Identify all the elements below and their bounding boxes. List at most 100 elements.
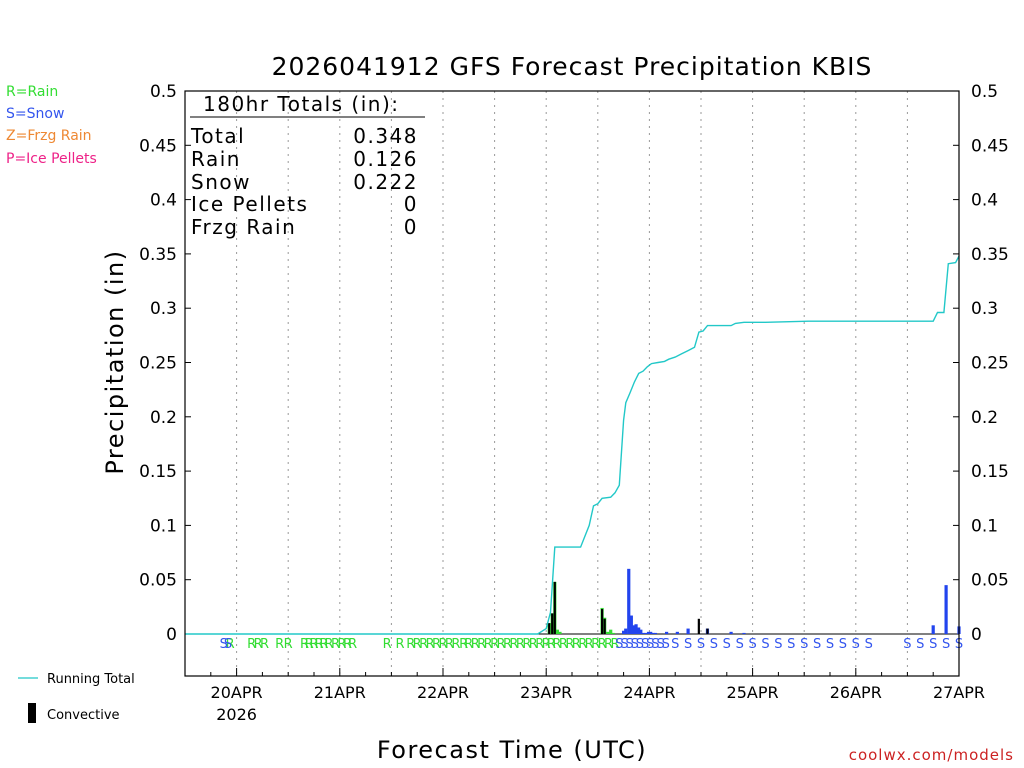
ptype-marker-r: R: [445, 637, 454, 652]
ptype-marker-s: S: [697, 637, 705, 652]
ptype-marker-s: S: [710, 637, 718, 652]
ptype-marker-r: R: [522, 637, 531, 652]
x-tick-label: 26APR: [830, 683, 882, 702]
y-tick-label-left: 0.1: [150, 516, 177, 536]
y-tick-label-right: 0.4: [971, 191, 998, 211]
snow-bar: [634, 624, 638, 634]
ptype-marker-s: S: [671, 637, 679, 652]
y-tick-label-left: 0.45: [139, 136, 177, 156]
snow-bar: [665, 631, 669, 634]
convective-bar: [697, 618, 700, 634]
ptype-marker-r: R: [319, 637, 328, 652]
snow-bar: [639, 629, 643, 634]
ptype-marker-r: R: [395, 637, 404, 652]
y-tick-label-right: 0.5: [971, 82, 998, 102]
convective-bar: [548, 623, 551, 634]
x-tick-label: 24APR: [623, 683, 675, 702]
ptype-marker-s: S: [646, 637, 654, 652]
y-tick-label-left: 0.35: [139, 245, 177, 265]
ptype-marker-s: S: [761, 637, 769, 652]
y-tick-label-right: 0.3: [971, 299, 998, 319]
snow-bar: [729, 631, 733, 634]
totals-label-frzg-rain: Frzg Rain: [191, 215, 296, 239]
y-tick-label-left: 0: [166, 625, 177, 645]
convective-legend-swatch: [28, 703, 36, 723]
axis-ticks: 0 00.05 0.050.1 0.10.15 0.150.2 0.20.25 0.250.…: [139, 82, 1009, 724]
ptype-marker-r: R: [572, 637, 581, 652]
convective-bar: [551, 613, 554, 634]
ptype-marker-r: R: [315, 637, 324, 652]
x-tick-label: 20APR: [211, 683, 263, 702]
convective-bar: [706, 628, 709, 634]
ptype-marker-r: R: [578, 637, 587, 652]
y-axis-title: Precipitation (in): [101, 249, 129, 474]
ptype-marker-s: S: [903, 637, 911, 652]
ptype-marker-r: R: [559, 637, 568, 652]
ptype-marker-s: S: [852, 637, 860, 652]
ptype-marker-r: R: [509, 637, 518, 652]
snow-bar: [646, 631, 651, 634]
ptype-marker-r: R: [337, 637, 346, 652]
x-tick-label: 27APR: [933, 683, 985, 702]
convective-legend-label: Convective: [47, 708, 120, 723]
x-tick-label: 21APR: [314, 683, 366, 702]
legend-ice-pellets: P=Ice Pellets: [6, 151, 97, 167]
ptype-marker-r: R: [426, 637, 435, 652]
ptype-marker-s: S: [723, 637, 731, 652]
ptype-marker-s: S: [641, 637, 649, 652]
ptype-marker-r: R: [406, 637, 415, 652]
ptype-marker-s: S: [615, 637, 623, 652]
ptype-marker-s: S: [651, 637, 659, 652]
ptype-marker-r: R: [284, 637, 293, 652]
ptype-marker-s: S: [220, 637, 228, 652]
ptype-marker-r: R: [343, 637, 352, 652]
ptype-marker-r: R: [598, 637, 607, 652]
snow-bar: [622, 630, 626, 634]
ptype-marker-r: R: [490, 637, 499, 652]
ptype-marker-r: R: [254, 637, 263, 652]
ptype-marker-s: S: [942, 637, 950, 652]
rain-bar: [555, 629, 559, 634]
ptype-marker-s: S: [865, 637, 873, 652]
rain-bar: [611, 632, 615, 634]
running-total-layer: [185, 255, 960, 635]
ptype-marker-r: R: [529, 637, 538, 652]
y-tick-label-left: 0.05: [139, 571, 177, 591]
ptype-marker-s: S: [620, 637, 628, 652]
x-tick-label: 25APR: [727, 683, 779, 702]
ptype-marker-r: R: [331, 637, 340, 652]
ptype-marker-r: R: [591, 637, 600, 652]
ptype-marker-s: S: [839, 637, 847, 652]
totals-header: 180hr Totals (in):: [203, 92, 400, 116]
snow-bar: [651, 632, 655, 634]
ptype-marker-r: R: [477, 637, 486, 652]
x-tick-label: 23APR: [520, 683, 572, 702]
ptype-marker-s: S: [929, 637, 937, 652]
plot-frame: [184, 90, 960, 677]
ptype-marker-s: S: [224, 637, 232, 652]
y-tick-label-left: 0.25: [139, 354, 177, 374]
snow-bar: [629, 615, 633, 634]
y-tick-label-left: 0.15: [139, 462, 177, 482]
ptype-marker-s: S: [636, 637, 644, 652]
y-tick-label-left: 0.2: [150, 408, 177, 428]
ptype-marker-r: R: [565, 637, 574, 652]
snow-bar: [931, 625, 935, 634]
running-total-legend-label: Running Total: [47, 672, 135, 687]
totals-value-rain: 0.126: [353, 147, 418, 171]
y-tick-label-right: 0.05: [971, 571, 1009, 591]
ptype-marker-r: R: [542, 637, 551, 652]
snow-bar: [653, 632, 658, 634]
snow-bar: [649, 631, 653, 634]
ptype-marker-r: R: [413, 637, 422, 652]
y-tick-label-right: 0.25: [971, 354, 1009, 374]
rain-bar: [609, 629, 613, 634]
ptype-marker-r: R: [604, 637, 613, 652]
totals-label-rain: Rain: [191, 147, 241, 171]
ptype-marker-r: R: [464, 637, 473, 652]
ptype-marker-r: R: [432, 637, 441, 652]
snow-bar: [644, 632, 648, 634]
ptype-marker-r: R: [471, 637, 480, 652]
ptype-marker-s: S: [787, 637, 795, 652]
